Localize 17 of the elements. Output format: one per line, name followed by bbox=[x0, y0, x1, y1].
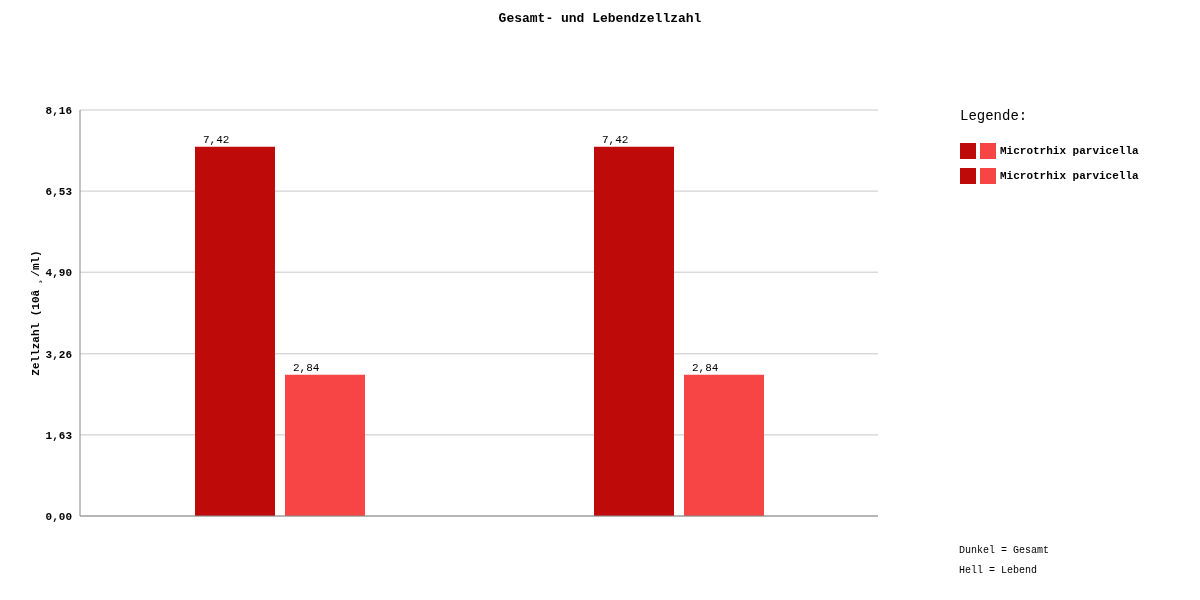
y-tick-label: 6,53 bbox=[45, 186, 73, 199]
y-axis-title: Zellzahl (10â ¸/ml) bbox=[29, 250, 42, 376]
data-label: 7,42 bbox=[602, 133, 629, 146]
legend-title: Legende: bbox=[960, 108, 1029, 124]
text: Microtrhix parvicella bbox=[1000, 169, 1139, 182]
text: Dunkel = Gesamt bbox=[959, 544, 1050, 558]
text: Hell = Lebend bbox=[959, 564, 1038, 578]
chart-title: Gesamt- und Lebendzellzahl bbox=[497, 11, 703, 26]
data-label: 7,42 bbox=[203, 133, 230, 146]
y-tick-label: 4,90 bbox=[45, 267, 72, 280]
y-tick-label: 8,16 bbox=[45, 104, 72, 117]
y-tick-label: 3,26 bbox=[45, 348, 72, 361]
data-label: 2,84 bbox=[692, 361, 719, 374]
text: Microtrhix parvicella bbox=[1000, 144, 1139, 157]
y-tick-label: 1,63 bbox=[45, 429, 73, 442]
data-label: 2,84 bbox=[293, 361, 320, 374]
y-tick-label: 0,00 bbox=[45, 510, 72, 523]
